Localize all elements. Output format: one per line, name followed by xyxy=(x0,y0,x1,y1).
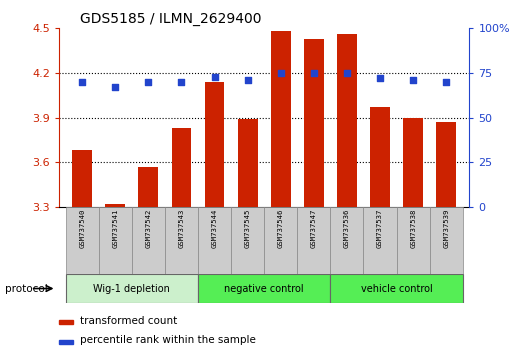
Bar xyxy=(298,207,330,274)
Bar xyxy=(139,167,159,207)
Text: GSM737546: GSM737546 xyxy=(278,209,284,249)
Text: GSM737544: GSM737544 xyxy=(211,209,218,249)
Text: GDS5185 / ILMN_2629400: GDS5185 / ILMN_2629400 xyxy=(80,12,261,26)
Bar xyxy=(430,207,463,274)
Point xyxy=(376,75,384,81)
Point xyxy=(409,77,417,83)
Point xyxy=(442,79,450,85)
Bar xyxy=(403,118,423,207)
Text: GSM737542: GSM737542 xyxy=(145,209,151,249)
Bar xyxy=(436,122,456,207)
Bar xyxy=(231,207,264,274)
Point xyxy=(78,79,86,85)
Text: GSM737540: GSM737540 xyxy=(79,209,85,249)
Text: GSM737545: GSM737545 xyxy=(245,209,251,249)
Text: vehicle control: vehicle control xyxy=(361,284,432,293)
Point xyxy=(277,70,285,76)
Bar xyxy=(205,82,225,207)
Point xyxy=(343,70,351,76)
Bar xyxy=(105,204,125,207)
Bar xyxy=(330,274,463,303)
Point xyxy=(310,70,318,76)
Text: Wig-1 depletion: Wig-1 depletion xyxy=(93,284,170,293)
Text: GSM737547: GSM737547 xyxy=(311,209,317,249)
Bar xyxy=(397,207,430,274)
Text: percentile rank within the sample: percentile rank within the sample xyxy=(80,335,255,346)
Point xyxy=(144,79,152,85)
Bar xyxy=(264,207,298,274)
Bar xyxy=(59,320,73,324)
Text: GSM737537: GSM737537 xyxy=(377,209,383,249)
Bar xyxy=(165,207,198,274)
Text: GSM737539: GSM737539 xyxy=(443,209,449,249)
Point xyxy=(244,77,252,83)
Bar xyxy=(198,207,231,274)
Text: GSM737543: GSM737543 xyxy=(179,209,185,249)
Text: GSM737536: GSM737536 xyxy=(344,209,350,249)
Bar xyxy=(59,340,73,343)
Bar xyxy=(364,207,397,274)
Bar xyxy=(271,31,291,207)
Point xyxy=(111,85,120,90)
Point xyxy=(177,79,186,85)
Bar xyxy=(72,150,92,207)
Bar xyxy=(171,128,191,207)
Text: negative control: negative control xyxy=(224,284,304,293)
Text: transformed count: transformed count xyxy=(80,315,177,326)
Text: protocol: protocol xyxy=(5,284,48,293)
Bar xyxy=(337,34,357,207)
Bar xyxy=(238,119,258,207)
Bar xyxy=(304,39,324,207)
Bar xyxy=(132,207,165,274)
Bar xyxy=(370,107,390,207)
Text: GSM737541: GSM737541 xyxy=(112,209,119,249)
Text: GSM737538: GSM737538 xyxy=(410,209,416,249)
Bar xyxy=(330,207,364,274)
Point xyxy=(210,74,219,79)
Bar xyxy=(66,207,98,274)
Bar xyxy=(66,274,198,303)
Bar xyxy=(198,274,330,303)
Bar xyxy=(98,207,132,274)
